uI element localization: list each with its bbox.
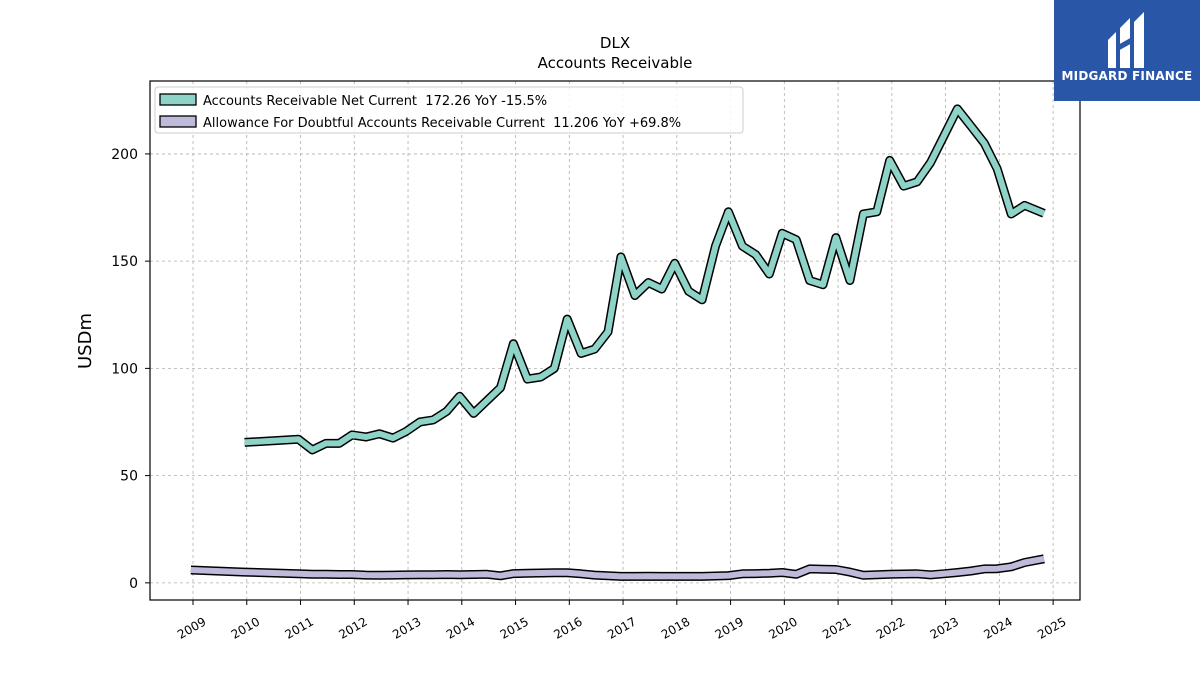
x-tick-label: 2019 [713, 614, 746, 641]
legend-label-ar-net: Accounts Receivable Net Current 172.26 Y… [203, 94, 547, 109]
plot-frame [149, 80, 1081, 601]
x-tick-label: 2016 [551, 614, 584, 641]
brand-logo: MIDGARD FINANCE [1054, 0, 1200, 101]
y-tick-label: 100 [111, 361, 138, 377]
x-tick-label: 2025 [1035, 614, 1068, 641]
x-tick-label: 2024 [981, 614, 1014, 641]
y-axis-label: USDm [75, 313, 96, 369]
x-tick-label: 2018 [659, 614, 692, 641]
grid [150, 81, 1080, 600]
x-tick-label: 2023 [928, 614, 961, 641]
chart-title: DLX [600, 34, 630, 52]
legend-label-allowance: Allowance For Doubtful Accounts Receivab… [203, 116, 681, 131]
y-tick-label: 200 [111, 147, 138, 163]
legend-swatch-allowance [159, 115, 197, 128]
x-axis: 2009 2010 2011 2012 2013 2014 2015 2016 2017 2018… [175, 600, 1069, 642]
series-1 [190, 554, 1045, 581]
x-tick-label: 2021 [820, 614, 853, 641]
x-tick-label: 2017 [605, 614, 638, 641]
x-tick-label: 2020 [766, 614, 799, 641]
series-layer [190, 104, 1046, 581]
y-tick-label: 50 [120, 469, 138, 485]
logo-mark-icon [1108, 12, 1144, 68]
legend-swatch-ar-net [159, 93, 197, 106]
x-tick-label: 2012 [336, 614, 369, 641]
y-tick-label: 150 [111, 254, 138, 270]
y-tick-label: 0 [129, 576, 138, 592]
x-tick-label: 2022 [874, 614, 907, 641]
x-tick-label: 2010 [229, 614, 262, 641]
series-line [244, 105, 1046, 453]
logo-text: MIDGARD FINANCE [1061, 69, 1193, 83]
y-axis: 0 50 100 150 200 [111, 147, 150, 592]
legend: Accounts Receivable Net Current 172.26 Y… [154, 86, 744, 134]
chart-subtitle: Accounts Receivable [538, 54, 693, 72]
x-tick-label: 2009 [175, 614, 208, 641]
legend-frame [154, 86, 744, 134]
series-line [190, 555, 1045, 580]
x-tick-label: 2011 [283, 614, 316, 641]
x-tick-label: 2014 [444, 614, 477, 641]
series-line-outline [244, 104, 1046, 455]
series-0 [244, 104, 1046, 455]
x-tick-label: 2013 [390, 614, 423, 641]
x-tick-label: 2015 [498, 614, 531, 641]
